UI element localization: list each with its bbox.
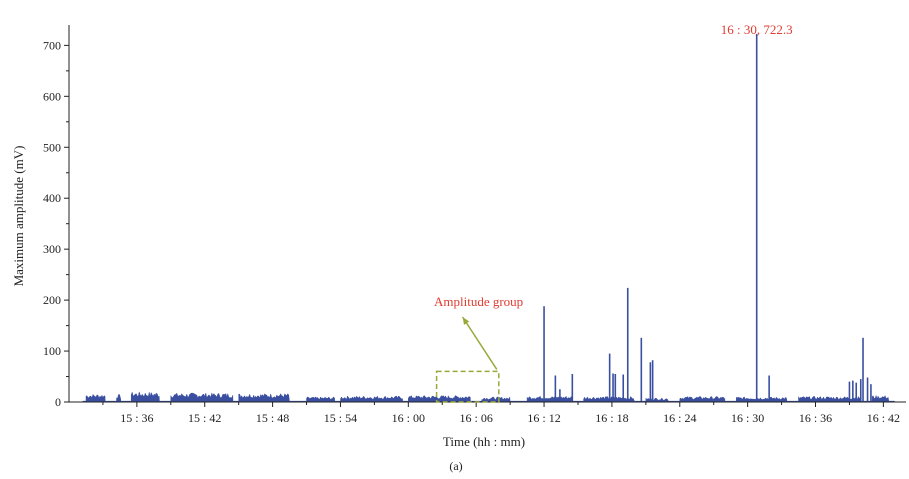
y-tick-label: 0 (55, 395, 61, 409)
x-tick-label: 15 : 48 (256, 411, 289, 425)
y-tick-label: 100 (43, 344, 61, 358)
data-layer (82, 34, 895, 403)
x-tick-label: 15 : 36 (120, 411, 153, 425)
baseline-segment (340, 395, 403, 403)
y-tick-label: 200 (43, 293, 61, 307)
x-tick-label: 16 : 36 (799, 411, 832, 425)
x-tick-label: 16 : 12 (527, 411, 560, 425)
x-tick-label: 16 : 42 (867, 411, 900, 425)
y-axis-title: Maximum amplitude (mV) (11, 146, 26, 287)
y-tick-label: 500 (43, 140, 61, 154)
x-tick-label: 16 : 00 (392, 411, 425, 425)
amplitude-group-label: Amplitude group (434, 294, 523, 309)
baseline-segment (526, 395, 573, 403)
y-tick-label: 300 (43, 242, 61, 256)
baseline-segment (871, 394, 890, 403)
x-tick-label: 16 : 24 (663, 411, 696, 425)
figure-caption: (a) (449, 459, 462, 473)
baseline-segment (306, 396, 336, 403)
amplitude-group-box (435, 370, 500, 403)
peak-label: 16 : 30, 722.3 (721, 22, 793, 37)
x-tick-label: 15 : 54 (324, 411, 357, 425)
baseline-segment (736, 396, 788, 403)
y-tick-label: 400 (43, 191, 61, 205)
baseline-segment (481, 396, 511, 403)
baseline-segment (130, 390, 160, 403)
baseline-segment (116, 394, 122, 403)
axes-layer: 0 100 200 300 400 500 600 700 15 : 36 15 : 42 15 :… (43, 25, 906, 425)
baseline-segment (798, 395, 862, 403)
baseline-segment (238, 392, 290, 403)
arrow-head (462, 317, 470, 325)
x-tick-label: 16 : 30 (731, 411, 764, 425)
y-tick-label: 700 (43, 38, 61, 52)
x-tick-label: 16 : 06 (460, 411, 493, 425)
baseline-segment (170, 392, 234, 403)
annotation-layer: 16 : 30, 722.3 Amplitude group (434, 22, 793, 403)
x-axis-title: Time (hh : mm) (443, 434, 525, 449)
baseline-segment (85, 393, 106, 403)
baseline-segment (679, 396, 726, 403)
amplitude-group-arrow (461, 316, 498, 370)
baseline-segment (408, 394, 471, 403)
y-tick-label: 600 (43, 89, 61, 103)
x-tick-label: 16 : 18 (595, 411, 628, 425)
x-tick-label: 15 : 42 (188, 411, 221, 425)
